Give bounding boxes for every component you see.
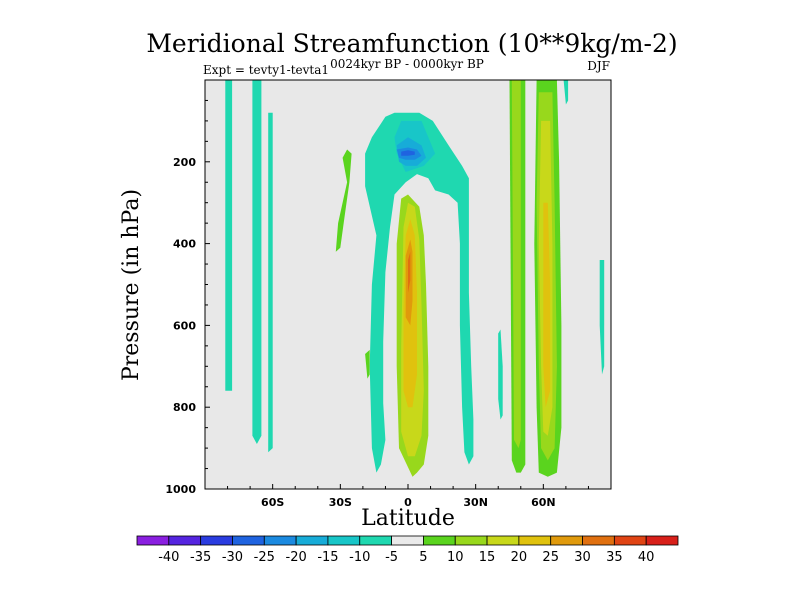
x-axis: 60S 30S 0 30N 60N (227, 484, 589, 509)
colorbar-swatch (391, 535, 424, 546)
colorbar-label: 25 (542, 550, 559, 565)
colorbar-label: -10 (349, 550, 370, 565)
colorbar-label: 35 (606, 550, 623, 565)
colorbar-label: -40 (158, 550, 179, 565)
y-tick-label: 200 (173, 156, 196, 169)
colorbar-label: -20 (286, 550, 307, 565)
y-tick-label: 400 (173, 238, 196, 251)
contour-band-nh-85 (599, 260, 605, 375)
contour-band-nh-48-inner (511, 80, 521, 449)
colorbar-swatch (327, 535, 361, 546)
x-tick-label: 0 (404, 496, 412, 509)
colorbar-swatch (645, 535, 679, 546)
contour-band-nh-67 (563, 80, 569, 105)
y-tick-label: 600 (173, 319, 196, 332)
chart-subtitle-right: DJF (587, 59, 610, 73)
x-tick-label: 30S (329, 496, 352, 509)
colorbar-swatch (423, 535, 456, 546)
colorbar-swatch (263, 535, 297, 546)
y-tick-label: 1000 (165, 483, 196, 496)
colorbar-swatch (232, 535, 265, 546)
colorbar-label: -30 (222, 550, 243, 565)
colorbar-label: -25 (254, 550, 275, 565)
contour-band-sh-62 (268, 112, 273, 453)
colorbar-swatch (200, 535, 233, 546)
colorbar-swatch (518, 535, 552, 546)
chart-title: Meridional Streamfunction (10**9kg/m-2) (146, 29, 677, 58)
contour-band-nh-42 (498, 329, 503, 420)
contour-arch-core-3 (401, 150, 415, 156)
colorbar-swatch (359, 535, 392, 546)
colorbar-label: -35 (190, 550, 211, 565)
colorbar-swatch (613, 535, 647, 546)
colorbar-label: 40 (638, 550, 655, 565)
x-tick-label: 60N (531, 496, 556, 509)
y-axis-label: Pressure (in hPa) (119, 189, 144, 381)
colorbar-swatch (295, 535, 329, 546)
colorbar-label: 5 (419, 550, 427, 565)
colorbar-label: 15 (479, 550, 496, 565)
colorbar-swatch (454, 535, 488, 546)
chart-subtitle-left: Expt = tevty1-tevta1 (203, 63, 329, 77)
colorbar-label: 30 (574, 550, 591, 565)
colorbar-label: 20 (511, 550, 528, 565)
colorbar-label: 10 (447, 550, 464, 565)
contour-band-sh-65 (252, 80, 262, 444)
colorbar-swatch (168, 535, 202, 546)
x-axis-label: Latitude (361, 506, 455, 531)
chart-subtitle-center: 0024kyr BP - 0000kyr BP (330, 57, 484, 71)
contour-arch-outer (365, 112, 474, 473)
colorbar-swatch (136, 535, 170, 546)
y-axis: 200 400 600 800 1000 (165, 99, 210, 496)
colorbar-swatch (582, 535, 615, 546)
contour-band-sh-75 (225, 80, 233, 391)
y-tick-label: 800 (173, 401, 196, 414)
colorbar: -40 -35 -30 -25 -20 -15 -10 -5 5 10 15 20 25 30 35 40 (136, 535, 679, 565)
colorbar-label: -5 (385, 550, 398, 565)
colorbar-swatch (486, 535, 520, 546)
contour-band-nh-60-core (543, 202, 551, 408)
contour-eq-cell-30 (408, 251, 411, 293)
contour-layer (225, 80, 605, 477)
colorbar-label: -15 (317, 550, 338, 565)
x-tick-label: 60S (261, 496, 284, 509)
x-tick-label: 30N (463, 496, 488, 509)
colorbar-swatch (550, 535, 583, 546)
contour-band-sh-28 (335, 149, 352, 252)
contour-band-sh-18 (365, 349, 370, 379)
